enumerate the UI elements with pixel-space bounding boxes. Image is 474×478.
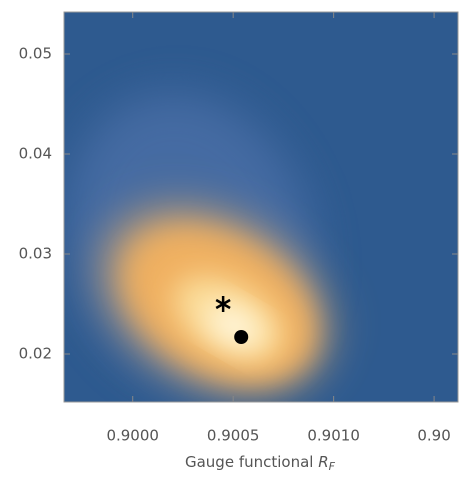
density-field <box>64 12 458 402</box>
y-tick-label: 0.02 <box>19 345 52 363</box>
x-label-text: Gauge functional <box>185 453 318 471</box>
x-tick-label: 0.9010 <box>307 427 360 445</box>
plot-frame <box>63 11 459 403</box>
x-tick-label: 0.9000 <box>106 427 159 445</box>
x-label-symbol: R <box>318 453 328 471</box>
x-tick-label: 0.9005 <box>207 427 260 445</box>
y-tick-label: 0.03 <box>19 245 52 263</box>
y-tick-label: 0.04 <box>19 145 52 163</box>
point-marker <box>234 330 249 344</box>
point-marker <box>215 296 231 312</box>
x-axis-label: Gauge functional RF <box>185 453 336 474</box>
x-tick-label: 0.90 <box>417 427 450 445</box>
y-tick-label: 0.05 <box>19 45 52 63</box>
x-label-subscript: F <box>329 460 336 473</box>
